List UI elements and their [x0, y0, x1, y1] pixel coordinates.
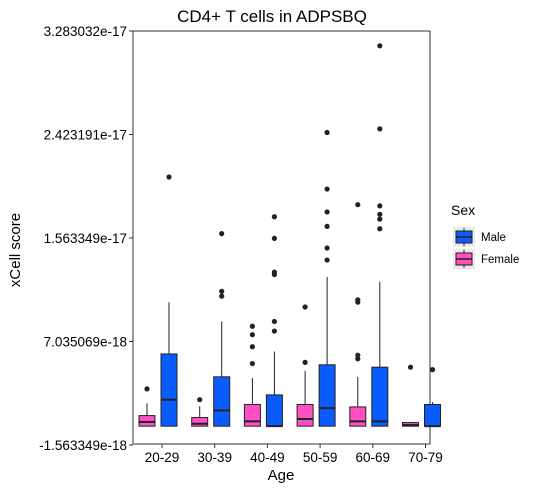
- outlier-point: [324, 257, 330, 263]
- outlier-point: [324, 223, 330, 229]
- box: [243, 404, 261, 427]
- outlier-point: [355, 356, 361, 362]
- legend-item: Female: [453, 249, 519, 269]
- x-tick-label: 70-79: [408, 450, 443, 465]
- box: [160, 353, 178, 427]
- y-axis-title: xCell score: [7, 213, 24, 287]
- outlier-point: [377, 211, 383, 217]
- outlier-point: [219, 230, 225, 237]
- outlier-point: [302, 304, 308, 310]
- box-group: [138, 386, 156, 427]
- box-group: [160, 174, 178, 427]
- outlier-point: [271, 269, 277, 275]
- outlier-point: [324, 186, 330, 192]
- box: [213, 376, 231, 427]
- outlier-point: [249, 332, 255, 338]
- y-tick-label: 2.423191e-17: [44, 127, 127, 142]
- box: [296, 404, 314, 427]
- outlier-point: [324, 129, 330, 136]
- box-group: [402, 364, 419, 427]
- x-tick-label: 50-59: [303, 450, 338, 465]
- box-group: [371, 43, 389, 427]
- outlier-point: [302, 359, 308, 365]
- outlier-point: [219, 293, 225, 299]
- outlier-point: [377, 226, 383, 232]
- legend-label: Female: [481, 254, 519, 266]
- outlier-point: [377, 43, 383, 49]
- outlier-point: [219, 288, 225, 294]
- y-axis: -1.563349e-18 7.035069e-18 1.563349e-17 2.4…: [39, 24, 133, 453]
- outlier-point: [324, 245, 330, 251]
- outlier-point: [324, 209, 330, 215]
- outlier-point: [271, 318, 277, 325]
- box-group: [191, 397, 209, 427]
- outlier-point: [355, 297, 361, 303]
- box: [318, 364, 336, 427]
- box-group: [213, 230, 231, 427]
- box-group: [296, 304, 314, 427]
- y-tick-label: 7.035069e-18: [44, 335, 127, 350]
- box-group: [318, 129, 336, 427]
- box-group: [349, 202, 367, 427]
- outlier-point: [144, 386, 150, 392]
- outlier-point: [249, 323, 255, 329]
- outlier-point: [197, 397, 203, 403]
- outlier-point: [407, 364, 414, 370]
- box-group: [265, 214, 283, 428]
- outlier-point: [271, 214, 277, 220]
- box: [191, 417, 209, 427]
- x-tick-label: 40-49: [250, 450, 285, 465]
- x-tick-label: 60-69: [356, 450, 391, 465]
- outlier-point: [166, 174, 172, 180]
- legend-title: Sex: [451, 202, 475, 218]
- chart-title: CD4+ T cells in ADPSBQ: [177, 7, 367, 26]
- legend: Sex Male Female: [451, 202, 519, 269]
- y-tick-label: -1.563349e-18: [39, 438, 127, 453]
- outlier-point: [249, 360, 255, 367]
- box: [424, 404, 441, 427]
- outlier-point: [271, 235, 277, 242]
- legend-item: Male: [453, 227, 506, 247]
- y-tick-label: 3.283032e-17: [44, 24, 127, 39]
- outlier-point: [377, 203, 383, 209]
- outlier-point: [249, 344, 255, 350]
- y-tick-label: 1.563349e-17: [44, 231, 127, 246]
- outlier-point: [355, 352, 361, 358]
- x-tick-label: 20-29: [145, 450, 180, 465]
- boxplot-marks: [138, 43, 441, 428]
- outlier-point: [429, 367, 436, 373]
- outlier-point: [377, 216, 383, 222]
- box: [349, 406, 367, 427]
- outlier-point: [271, 328, 277, 334]
- box: [265, 394, 283, 427]
- x-axis-title: Age: [268, 467, 295, 484]
- x-tick-label: 30-39: [197, 450, 232, 465]
- outlier-point: [377, 126, 383, 132]
- legend-label: Male: [481, 232, 506, 244]
- box-group: [243, 323, 261, 427]
- box: [371, 366, 389, 427]
- x-axis: 20-29 30-39 40-49 50-59 60-69 70-79: [145, 444, 443, 465]
- outlier-point: [355, 202, 361, 208]
- box: [138, 415, 156, 427]
- box-group: [424, 367, 441, 428]
